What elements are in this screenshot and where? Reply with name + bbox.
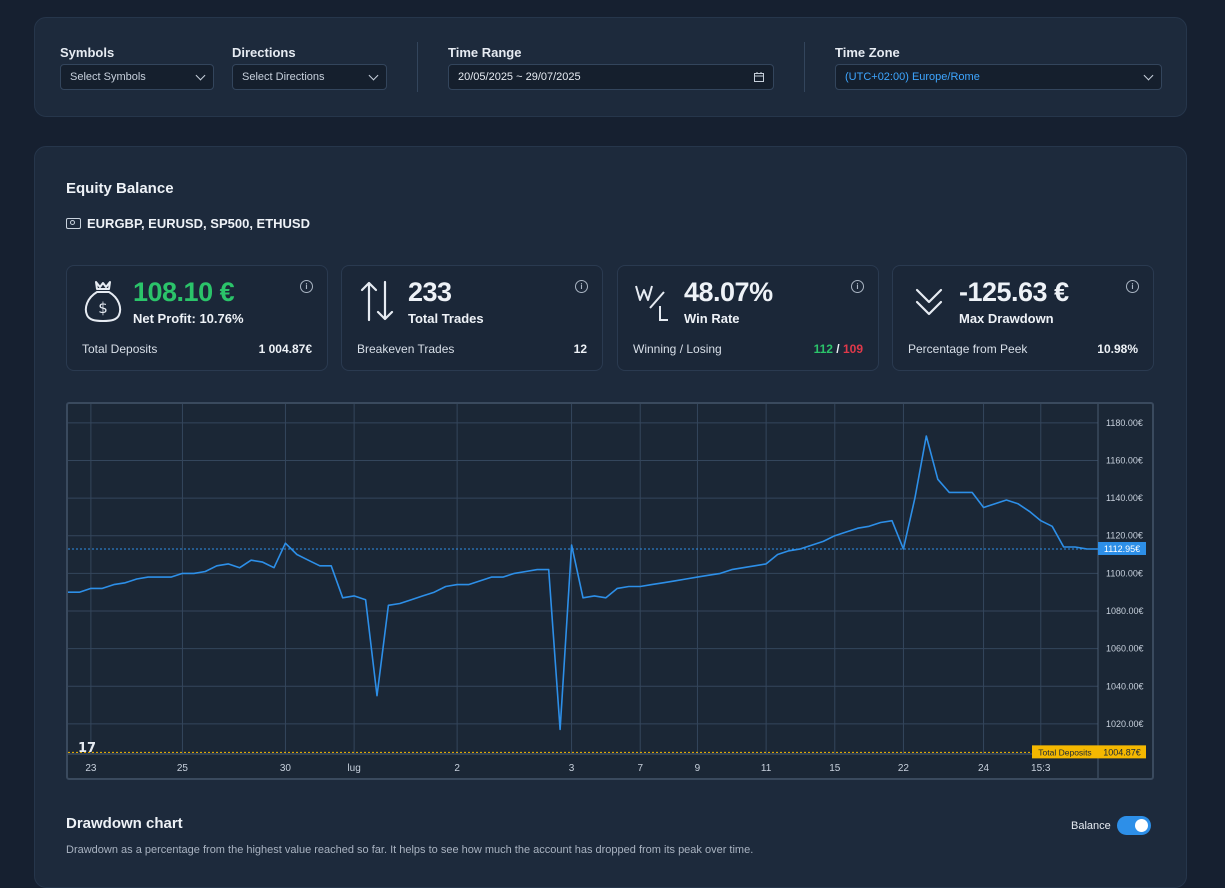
net-profit-percent: Net Profit: 10.76% (133, 311, 244, 326)
time-zone-select[interactable]: (UTC+02:00) Europe/Rome (835, 64, 1162, 90)
symbols-select[interactable]: Select Symbols (60, 64, 214, 90)
separator: / (832, 342, 843, 356)
x-tick-label: 3 (569, 763, 575, 774)
winning-count: 112 (813, 342, 833, 356)
chevron-down-icon (368, 70, 379, 81)
toggle-knob (1135, 819, 1148, 832)
calendar-icon (754, 72, 764, 82)
y-tick-label: 1020.00€ (1106, 719, 1144, 729)
x-tick-label: 11 (761, 763, 772, 774)
deposit-value-bg (1098, 745, 1146, 759)
tradingview-logo-icon: 17 (78, 741, 96, 756)
y-tick-label: 1120.00€ (1106, 531, 1143, 541)
max-drawdown-value: -125.63 € (959, 277, 1069, 307)
balance-toggle-label: Balance (1071, 820, 1111, 832)
current-value-label: 1112.95€ (1104, 544, 1140, 554)
svg-text:$: $ (98, 299, 108, 317)
winning-losing-value: 112 / 109 (814, 342, 863, 356)
divider (804, 42, 805, 92)
win-loss-icon (635, 285, 668, 321)
x-tick-label: 15:3 (1031, 763, 1051, 774)
equity-title: Equity Balance (66, 180, 174, 197)
info-icon[interactable]: i (300, 280, 313, 293)
x-tick-label: 7 (637, 763, 643, 774)
cash-icon (66, 218, 81, 229)
deposit-label: Total Deposits (1038, 747, 1091, 757)
equity-panel: Equity Balance EURGBP, EURUSD, SP500, ET… (34, 146, 1187, 888)
x-tick-label: 24 (978, 763, 990, 774)
x-tick-label: 9 (695, 763, 701, 774)
x-tick-label: 2 (454, 763, 460, 774)
symbols-placeholder: Select Symbols (70, 71, 146, 83)
directions-select[interactable]: Select Directions (232, 64, 387, 90)
drawdown-title: Drawdown chart (66, 815, 183, 832)
x-tick-label: lug (347, 763, 360, 774)
drawdown-description: Drawdown as a percentage from the highes… (66, 844, 754, 856)
time-zone-label: Time Zone (835, 45, 900, 60)
info-icon[interactable]: i (575, 280, 588, 293)
total-trades-label: Total Trades (408, 311, 484, 326)
symbols-label: Symbols (60, 45, 115, 60)
info-icon[interactable]: i (1126, 280, 1139, 293)
chevron-down-icon (195, 70, 206, 81)
time-zone-value: (UTC+02:00) Europe/Rome (845, 71, 980, 83)
filters-panel: Symbols Select Symbols Directions Select… (34, 17, 1187, 117)
max-drawdown-card: -125.63 € Max Drawdown i Percentage from… (892, 265, 1154, 371)
win-rate-value: 48.07% (684, 277, 773, 307)
info-icon[interactable]: i (851, 280, 864, 293)
x-tick-label: 25 (177, 763, 189, 774)
current-value-bg (1098, 541, 1146, 555)
equity-chart-svg: 23 25 30 lug 2 3 7 9 11 15 22 24 15:31180.00€1160.00… (68, 404, 1146, 778)
y-tick-label: 1100.00€ (1106, 568, 1143, 578)
deposit-label-bg (1032, 745, 1098, 759)
double-chevron-down-icon (915, 288, 943, 316)
equity-chart[interactable]: 23 25 30 lug 2 3 7 9 11 15 22 24 15:3 1180.00€ 1160.00… (66, 402, 1154, 780)
losing-count: 109 (842, 342, 863, 356)
x-tick-label: 30 (280, 763, 292, 774)
y-tick-label: 1080.00€ (1106, 606, 1144, 616)
time-range-value: 20/05/2025 ~ 29/07/2025 (458, 71, 581, 83)
y-tick-label: 1180.00€ (1106, 418, 1143, 428)
breakeven-trades-label: Breakeven Trades (357, 342, 455, 356)
deposit-value-label: 1004.87€ (1103, 747, 1141, 757)
total-trades-value: 233 (408, 277, 452, 307)
net-profit-value: 108.10 € (133, 277, 235, 307)
y-tick-label: 1040.00€ (1106, 681, 1144, 691)
total-deposits-label: Total Deposits (82, 342, 158, 356)
symbols-summary: EURGBP, EURUSD, SP500, ETHUSD (66, 216, 310, 231)
y-tick-label: 1060.00€ (1106, 644, 1144, 654)
max-drawdown-label: Max Drawdown (959, 311, 1054, 326)
net-profit-card: $ 108.10 € Net Profit: 10.76% i Total De… (66, 265, 328, 371)
time-range-input[interactable]: 20/05/2025 ~ 29/07/2025 (448, 64, 774, 90)
directions-placeholder: Select Directions (242, 71, 325, 83)
up-down-arrows-icon (360, 280, 394, 322)
peak-percentage-value: 10.98% (1097, 342, 1138, 356)
peak-percentage-label: Percentage from Peek (908, 342, 1028, 356)
divider (417, 42, 418, 92)
symbols-list: EURGBP, EURUSD, SP500, ETHUSD (87, 216, 310, 231)
y-tick-label: 1160.00€ (1106, 455, 1143, 465)
win-rate-card: 48.07% Win Rate i Winning / Losing 112 /… (617, 265, 879, 371)
breakeven-trades-value: 12 (573, 342, 587, 356)
total-deposits-value: 1 004.87€ (258, 342, 312, 356)
balance-toggle[interactable] (1117, 816, 1151, 835)
money-bag-icon: $ (84, 281, 122, 322)
y-tick-label: 1140.00€ (1106, 493, 1143, 503)
equity-series-line (68, 435, 1099, 731)
total-trades-card: 233 Total Trades i Breakeven Trades 12 (341, 265, 603, 371)
x-tick-label: 23 (85, 763, 97, 774)
x-tick-label: 15 (829, 763, 841, 774)
directions-label: Directions (232, 45, 296, 60)
time-range-label: Time Range (448, 45, 522, 60)
x-tick-label: 22 (898, 763, 910, 774)
winning-losing-label: Winning / Losing (633, 342, 722, 356)
chevron-down-icon (1143, 70, 1154, 81)
win-rate-label: Win Rate (684, 311, 740, 326)
